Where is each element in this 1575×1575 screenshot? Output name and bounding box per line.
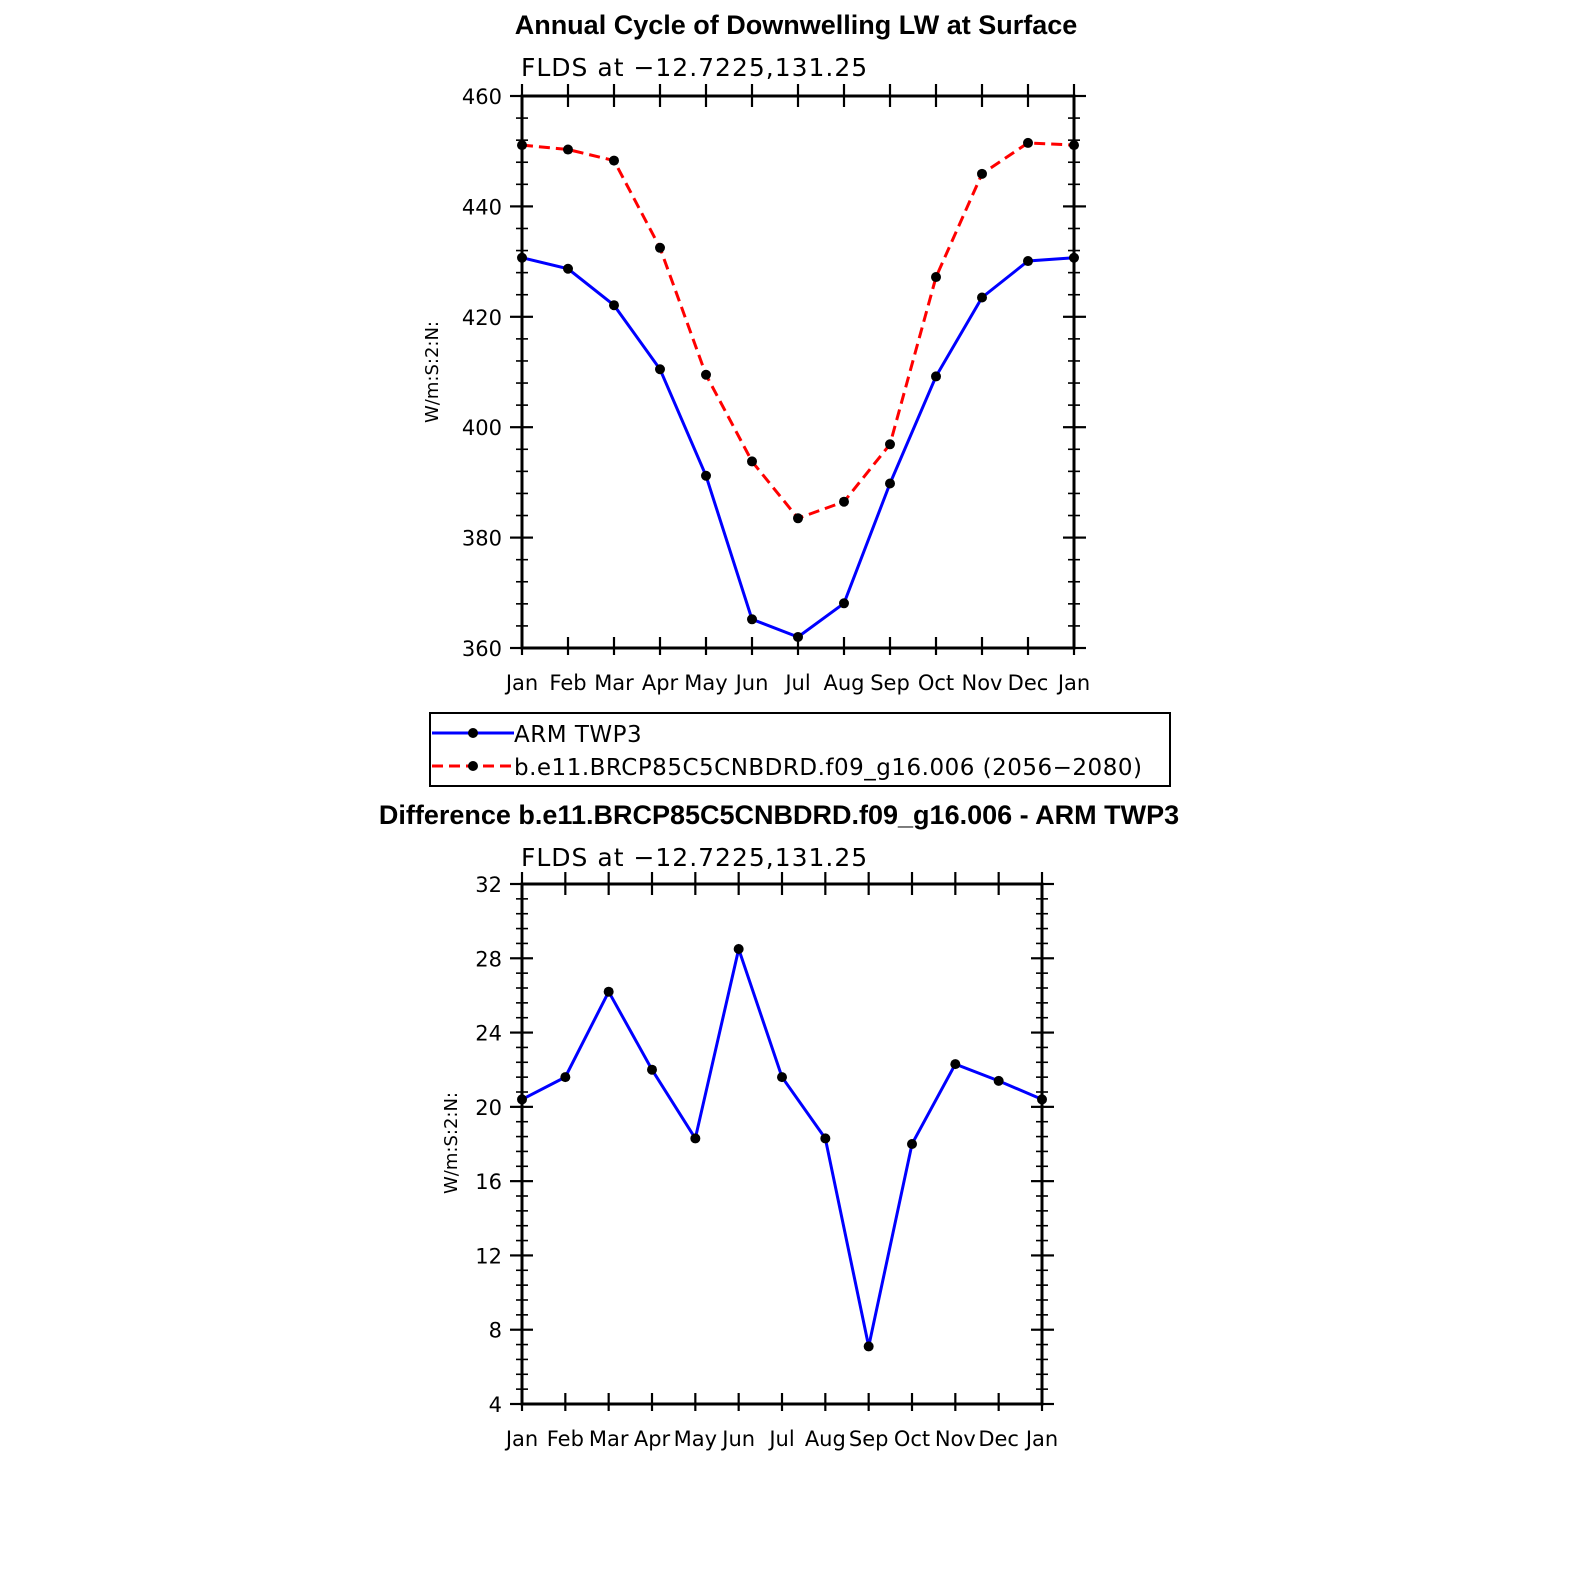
data-point [747,456,757,467]
data-point [839,496,849,507]
x-tick-label: Apr [642,671,679,695]
y-tick-label: 12 [475,1244,502,1268]
data-point [655,364,665,375]
data-point [931,371,941,382]
x-tick-label: Feb [547,1427,584,1451]
x-tick-label: Mar [589,1427,629,1451]
series-line-0 [521,256,1075,639]
x-tick-label: Oct [894,1427,930,1451]
chart1-title: Annual Cycle of Downwelling LW at Surfac… [515,10,1078,40]
chart2-title: Difference b.e11.BRCP85C5CNBDRD.f09_g16.… [379,800,1179,830]
y-tick-label: 24 [475,1022,502,1046]
chart2-plot-frame [520,882,1044,1406]
x-tick-label: Sep [870,671,910,695]
x-tick-label: Oct [918,671,954,695]
y-tick-label: 20 [475,1096,502,1120]
chart2-ylabel: W/m:S:2:N: [441,1092,462,1194]
x-tick-label: Dec [978,1427,1019,1451]
series-line-1 [521,141,1075,521]
data-point [647,1064,657,1075]
data-point [793,631,803,642]
data-point [820,1133,831,1144]
x-tick-label: Jun [720,1427,755,1451]
x-tick-label: Mar [594,671,634,695]
chart1-plot-frame [520,94,1076,650]
y-tick-label: 440 [462,195,502,219]
legend-marker-arm [468,728,478,738]
difference-chart: Difference b.e11.BRCP85C5CNBDRD.f09_g16.… [379,800,1179,1451]
y-tick-label: 380 [462,527,502,551]
y-tick-label: 400 [462,416,502,440]
x-tick-label: Jan [1056,671,1090,695]
chart1-subtitle: FLDS at −12.7225,131.25 [521,53,868,82]
data-point [950,1059,961,1070]
data-point [747,614,757,625]
y-tick-label: 460 [462,85,502,109]
data-point [655,242,665,253]
y-tick-label: 360 [462,637,502,661]
y-tick-label: 420 [462,306,502,330]
y-tick-label: 28 [475,947,502,971]
data-point [793,513,803,524]
data-point [1023,137,1033,148]
x-tick-label: Jan [1024,1427,1058,1451]
x-tick-label: Apr [634,1427,671,1451]
x-tick-label: Aug [823,671,864,695]
data-point [563,144,573,155]
annual-cycle-chart: Annual Cycle of Downwelling LW at Surfac… [422,10,1090,695]
x-tick-label: Aug [805,1427,846,1451]
data-point [733,944,744,954]
x-tick-label: Feb [549,671,586,695]
data-point [701,369,711,380]
data-point [609,155,619,166]
x-tick-label: May [674,1427,717,1451]
legend-label-model: b.e11.BRCP85C5CNBDRD.f09_g16.006 (2056−2… [514,755,1142,781]
series-line-0 [521,943,1043,1347]
data-point [603,986,614,997]
legend-box [429,712,1171,787]
data-point [609,300,619,311]
data-point [885,478,895,489]
data-point [1023,256,1033,267]
y-tick-label: 16 [475,1170,502,1194]
data-point [777,1072,787,1083]
data-point [885,439,895,450]
y-tick-label: 4 [489,1393,502,1417]
x-tick-label: Nov [935,1427,976,1451]
legend-entry-model: b.e11.BRCP85C5CNBDRD.f09_g16.006 (2056−2… [432,755,1142,781]
x-tick-label: Jan [504,1427,538,1451]
legend-marker-model [468,761,478,771]
x-tick-label: Jul [767,1427,794,1451]
data-point [563,263,573,274]
data-point [863,1341,874,1352]
legend-label-arm: ARM TWP3 [514,722,642,748]
x-tick-label: Jul [783,671,810,695]
x-tick-label: Jun [734,671,769,695]
data-point [690,1133,701,1144]
x-tick-label: Nov [962,671,1003,695]
legend: ARM TWP3 b.e11.BRCP85C5CNBDRD.f09_g16.00… [429,712,1171,787]
x-tick-label: Sep [849,1427,889,1451]
x-tick-label: Jan [504,671,538,695]
data-point [977,168,987,179]
data-point [839,598,849,609]
data-point [907,1139,917,1149]
y-tick-label: 8 [489,1319,502,1343]
data-point [993,1075,1004,1086]
y-tick-label: 32 [475,873,502,897]
legend-entry-arm: ARM TWP3 [432,722,642,748]
data-point [560,1072,571,1083]
data-point [701,470,711,481]
x-tick-label: May [684,671,727,695]
x-tick-label: Dec [1008,671,1049,695]
data-point [977,292,987,303]
data-point [931,272,941,283]
chart1-ylabel: W/m:S:2:N: [422,321,443,423]
chart2-subtitle: FLDS at −12.7225,131.25 [521,843,868,872]
